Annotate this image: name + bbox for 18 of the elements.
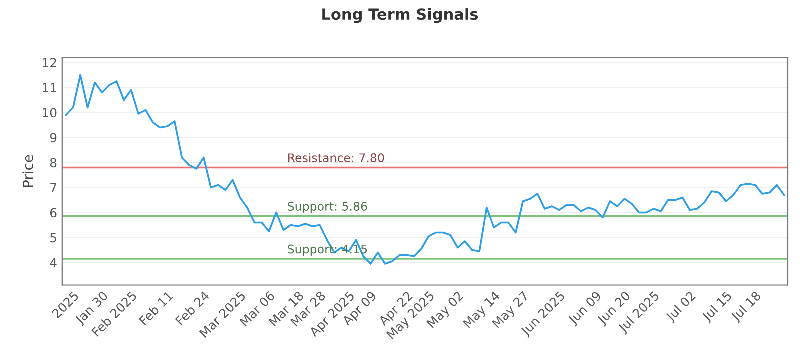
ref-line-label: Support: 5.86 (288, 202, 368, 214)
x-tick-label: Jul 02 (664, 290, 698, 324)
y-tick-label: 5 (50, 233, 56, 243)
ref-line-label: Resistance: 7.80 (288, 153, 384, 162)
y-tick-label: 7 (50, 183, 56, 192)
x-tick-label: Jul 18 (730, 290, 764, 324)
x-tick-label: Feb 24 (175, 290, 210, 326)
chart-title: Long Term Signals (322, 8, 478, 24)
line-series (65, 74, 786, 265)
y-tick-label: 6 (50, 208, 57, 218)
x-tick-label: Feb 11 (138, 290, 174, 326)
y-axis-title: Price (22, 155, 34, 188)
y-tick-label: 10 (43, 108, 57, 118)
y-tick-label: 11 (43, 83, 56, 92)
y-tick-label: 12 (43, 58, 56, 68)
y-tick-label: 8 (50, 158, 57, 168)
y-tick-label: 4 (50, 258, 57, 268)
y-tick-label: 9 (50, 133, 57, 143)
